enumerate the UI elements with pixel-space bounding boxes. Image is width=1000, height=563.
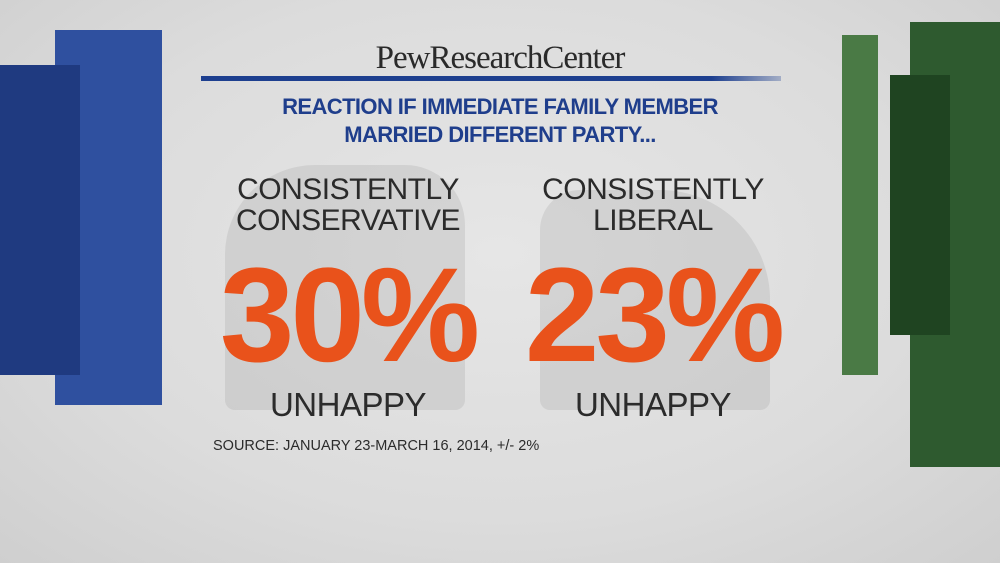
headline-line1: REACTION IF IMMEDIATE FAMILY MEMBER: [282, 94, 718, 119]
stat-label-line1: CONSISTENTLY: [237, 173, 459, 206]
stat-conservative: CONSISTENTLY CONSERVATIVE 30% UNHAPPY: [203, 174, 493, 424]
green-bar-light: [842, 35, 878, 375]
stat-caption: UNHAPPY: [574, 386, 732, 423]
stat-label-line2: CONSERVATIVE: [235, 204, 461, 237]
donkey-silhouette: [540, 190, 770, 410]
stat-liberal: CONSISTENTLY LIBERAL 23% UNHAPPY: [508, 174, 798, 424]
stat-value: 23%: [524, 241, 785, 390]
pew-research-logo: PewResearchCenter: [375, 40, 626, 76]
stat-caption: UNHAPPY: [269, 386, 427, 423]
source-note: SOURCE: JANUARY 23-MARCH 16, 2014, +/- 2…: [213, 438, 540, 454]
stat-label-line1: CONSISTENTLY: [542, 173, 764, 206]
green-bar-dark: [890, 75, 950, 335]
elephant-silhouette: [225, 165, 465, 410]
stat-label-line2: LIBERAL: [593, 204, 713, 237]
stat-value: 30%: [219, 241, 480, 390]
headline-line2: MARRIED DIFFERENT PARTY...: [344, 122, 656, 147]
header-rule: [201, 76, 781, 81]
blue-bar-front: [0, 65, 80, 375]
